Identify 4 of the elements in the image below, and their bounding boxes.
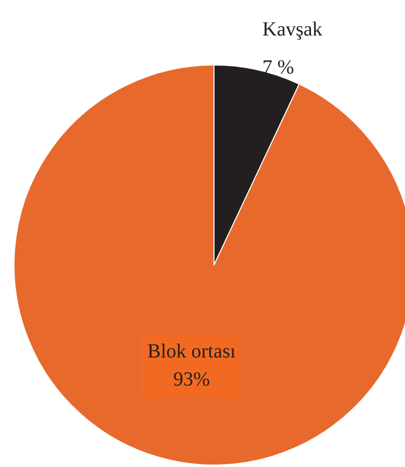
slice-label: Blok ortası [147,340,236,363]
data-label: 93% [173,368,210,391]
slice-label: Kavşak [262,18,322,40]
data-label: 7 % [262,56,294,78]
